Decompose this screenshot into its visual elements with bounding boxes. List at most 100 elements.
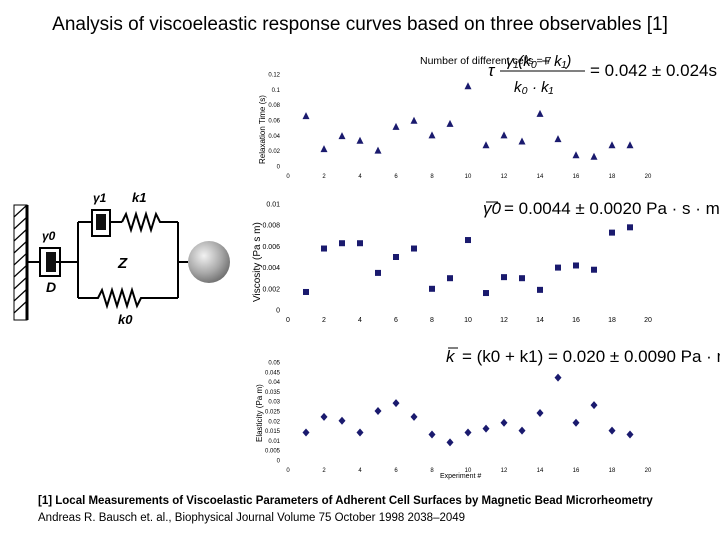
- label-k0: k0: [118, 312, 133, 327]
- x-tick-label: 4: [358, 174, 362, 180]
- x-tick-label: 14: [536, 317, 544, 324]
- x-tick-label: 14: [537, 174, 544, 180]
- x-tick-label: 18: [608, 317, 616, 324]
- viscoelastic-model-diagram: γ0 D γ1 k1 Z k0: [13, 190, 230, 327]
- data-point: [321, 245, 327, 252]
- data-point: [356, 136, 364, 144]
- data-point: [572, 151, 580, 159]
- y-axis-label: Elasticity (Pa m): [255, 384, 264, 442]
- y-tick-label: 0: [277, 459, 281, 465]
- svg-text:k: k: [446, 347, 456, 366]
- data-point: [627, 224, 633, 231]
- y-tick-label: 0.005: [265, 449, 281, 455]
- data-point: [338, 132, 346, 140]
- x-tick-label: 18: [609, 468, 616, 474]
- data-point: [590, 152, 598, 160]
- x-tick-label: 10: [464, 317, 472, 324]
- x-tick-label: 6: [394, 468, 398, 474]
- data-point: [500, 418, 508, 427]
- svg-text:= (k0 + k1) = 0.020 ± 0.0090 P: = (k0 + k1) = 0.020 ± 0.0090 Pa · m: [462, 347, 720, 366]
- data-point: [537, 286, 543, 293]
- y-tick-label: 0.025: [265, 410, 281, 416]
- data-point: [608, 141, 616, 149]
- data-point: [555, 264, 561, 271]
- x-tick-label: 2: [322, 174, 326, 180]
- elasticity-plot: Elasticity (Pa m) k = (k0 + k1) = 0.020 …: [255, 347, 720, 480]
- data-point: [591, 266, 597, 273]
- data-point: [446, 438, 454, 447]
- svg-text:γ0: γ0: [483, 199, 502, 218]
- svg-text:γ₁(k₀ + k₁): γ₁(k₀ + k₁): [506, 53, 571, 70]
- relaxation-time-plot: Number of different cells = 7 Relaxation…: [258, 53, 717, 180]
- data-point: [303, 288, 309, 295]
- x-tick-label: 0: [286, 468, 290, 474]
- data-point: [482, 141, 490, 149]
- x-tick-label: 8: [430, 317, 434, 324]
- dashpot-gamma1: [91, 209, 111, 237]
- data-point: [393, 254, 399, 260]
- y-tick-label: 0.04: [268, 380, 280, 386]
- y-tick-label: 0.1: [272, 88, 281, 94]
- x-tick-label: 20: [644, 317, 652, 324]
- label-D: D: [46, 279, 56, 295]
- x-tick-label: 16: [573, 468, 580, 474]
- wall-hatch: [13, 204, 29, 321]
- spring-k0: [78, 286, 178, 310]
- spring-k1: [121, 210, 178, 234]
- y-tick-label: 0.008: [262, 223, 280, 230]
- data-point: [626, 430, 634, 439]
- data-point: [554, 135, 562, 143]
- x-tick-label: 6: [394, 317, 398, 324]
- data-point: [357, 240, 363, 247]
- data-point: [447, 275, 453, 282]
- data-point: [501, 274, 507, 281]
- data-point: [392, 122, 400, 130]
- y-tick-label: 0.06: [268, 119, 280, 125]
- label-Z: Z: [117, 255, 128, 272]
- label-gamma0: γ0: [42, 229, 56, 243]
- data-point: [483, 290, 489, 297]
- svg-text:τ: τ: [488, 61, 496, 80]
- label-gamma1: γ1: [93, 191, 107, 205]
- data-point: [608, 426, 616, 435]
- equation-tau: τ γ₁(k₀ + k₁) k₀ · k₁ = 0.042 ± 0.024s: [488, 53, 717, 96]
- y-tick-label: 0.015: [265, 429, 281, 435]
- y-tick-label: 0.045: [265, 370, 281, 376]
- viscosity-plot: Viscosity (Pa s m) γ0 = 0.0044 ± 0.0020 …: [252, 199, 720, 324]
- data-point: [536, 408, 544, 417]
- x-tick-label: 0: [286, 317, 290, 324]
- x-tick-label: 6: [394, 174, 398, 180]
- data-point: [320, 145, 328, 153]
- x-tick-label: 8: [430, 468, 434, 474]
- x-tick-label: 2: [322, 317, 326, 324]
- y-tick-label: 0: [276, 308, 280, 315]
- y-tick-label: 0.004: [262, 265, 280, 272]
- x-tick-label: 12: [501, 174, 508, 180]
- x-tick-label: 12: [501, 468, 508, 474]
- cell-count-annotation: Number of different cells = 7: [420, 55, 552, 67]
- y-tick-label: 0.08: [268, 103, 280, 109]
- dashpot-gamma0: [39, 247, 78, 277]
- data-point: [410, 412, 418, 421]
- x-tick-label: 10: [465, 174, 472, 180]
- data-point: [339, 240, 345, 247]
- page-title: Analysis of viscoeleastic response curve…: [52, 14, 668, 35]
- x-tick-label: 12: [500, 317, 508, 324]
- data-point: [609, 229, 615, 236]
- data-point: [375, 269, 381, 276]
- data-point: [518, 137, 526, 145]
- data-point: [464, 82, 472, 90]
- data-point: [374, 407, 382, 415]
- y-tick-label: 0.05: [268, 361, 280, 367]
- data-point: [464, 428, 472, 437]
- label-k1: k1: [132, 190, 146, 205]
- data-point: [572, 418, 580, 427]
- data-point: [428, 430, 436, 439]
- reference-authors: Andreas R. Bausch et. al., Biophysical J…: [38, 512, 466, 524]
- x-tick-label: 16: [573, 174, 580, 180]
- data-point: [410, 116, 418, 124]
- reference-title: [1] Local Measurements of Viscoelastic P…: [38, 495, 653, 507]
- y-tick-label: 0.01: [268, 439, 280, 445]
- data-point: [626, 141, 634, 149]
- data-point: [500, 131, 508, 139]
